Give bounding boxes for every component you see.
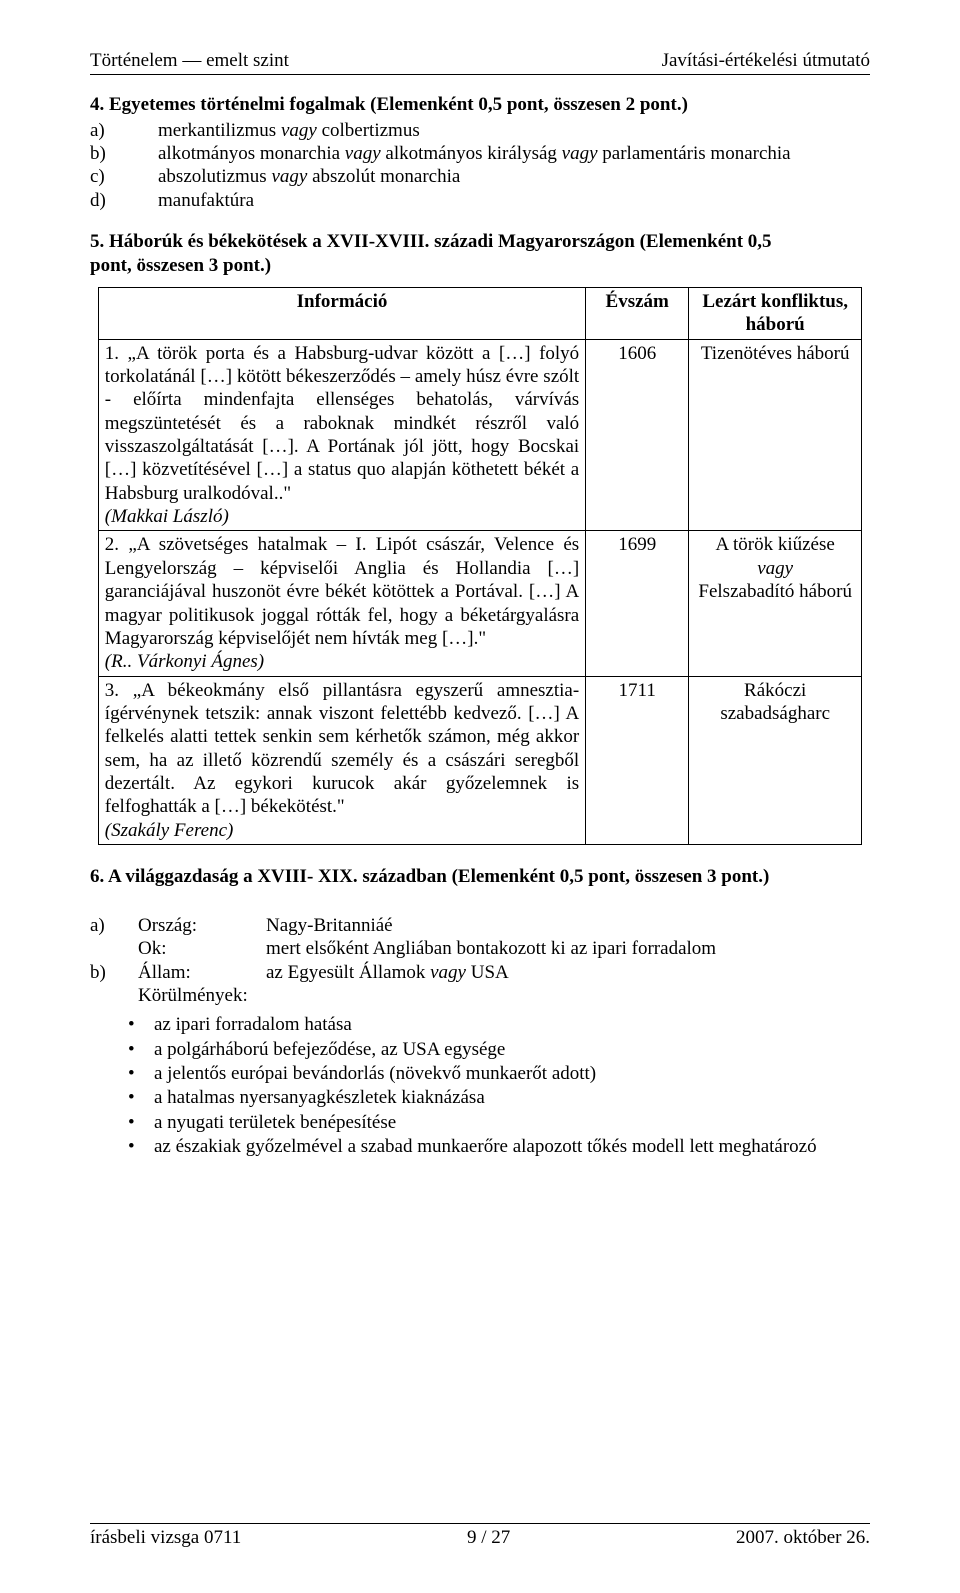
table-row: 3. „A békeokmány első pillantásra egysze… [98, 676, 861, 845]
footer-left: írásbeli vizsga 0711 [90, 1526, 241, 1549]
q4-item-label: b) [90, 142, 158, 165]
q4-heading: 4. Egyetemes történelmi fogalmak (Elemen… [90, 93, 870, 116]
cell-result: Rákóczi szabadságharc [689, 676, 862, 845]
cell-year: 1711 [586, 676, 689, 845]
label-allam: Állam: [138, 961, 266, 984]
header-left: Történelem — emelt szint [90, 49, 289, 72]
q4-item-value: abszolutizmus vagy abszolút monarchia [158, 165, 870, 188]
th-info: Információ [98, 287, 585, 339]
label-korulmenyek: Körülmények: [138, 984, 266, 1007]
th-year: Évszám [586, 287, 689, 339]
q4-list: a) merkantilizmus vagy colbertizmus b) a… [90, 119, 870, 212]
q6-a: a) Ország: Nagy-Britanniáé Ok: mert első… [90, 914, 870, 1007]
list-item: a jelentős európai bevándorlás (növekvő … [128, 1062, 870, 1085]
list-item: a polgárháború befejeződése, az USA egys… [128, 1038, 870, 1061]
list-item: a nyugati területek benépesítése [128, 1111, 870, 1134]
q6-bullets: az ipari forradalom hatása a polgárhábor… [128, 1013, 870, 1158]
q6-a-ok: Ok: mert elsőként Angliában bontakozott … [90, 937, 870, 960]
list-item: a hatalmas nyersanyagkészletek kiaknázás… [128, 1086, 870, 1109]
page-header: Történelem — emelt szint Javítási-értéke… [90, 49, 870, 75]
table-row: 1. „A török porta és a Habsburg-udvar kö… [98, 339, 861, 531]
q6-b-korul: Körülmények: [90, 984, 870, 1007]
cell-info: 3. „A békeokmány első pillantásra egysze… [98, 676, 585, 845]
q4-item-value: manufaktúra [158, 189, 870, 212]
footer-right: 2007. október 26. [736, 1526, 870, 1549]
label-ok: Ok: [138, 937, 266, 960]
q6-b-allam: b) Állam: az Egyesült Államok vagy USA [90, 961, 870, 984]
header-right: Javítási-értékelési útmutató [662, 49, 870, 72]
q4-item-value: alkotmányos monarchia vagy alkotmányos k… [158, 142, 870, 165]
cell-info: 1. „A török porta és a Habsburg-udvar kö… [98, 339, 585, 531]
q4-item: d) manufaktúra [90, 189, 870, 212]
cell-year: 1606 [586, 339, 689, 531]
label-orszag: Ország: [138, 914, 266, 937]
list-item: az ipari forradalom hatása [128, 1013, 870, 1036]
footer-center: 9 / 27 [467, 1526, 510, 1549]
cell-info: 2. „A szövetséges hatalmak – I. Lipót cs… [98, 531, 585, 676]
q4-item-label: d) [90, 189, 158, 212]
table-header-row: Információ Évszám Lezárt konfliktus, háb… [98, 287, 861, 339]
value-orszag: Nagy-Britanniáé [266, 914, 870, 937]
th-result: Lezárt konfliktus, háború [689, 287, 862, 339]
q5-table: Információ Évszám Lezárt konfliktus, háb… [98, 287, 862, 845]
label-a: a) [90, 914, 138, 937]
cell-result: Tizenötéves háború [689, 339, 862, 531]
page-footer: írásbeli vizsga 0711 9 / 27 2007. októbe… [90, 1523, 870, 1549]
value-ok: mert elsőként Angliában bontakozott ki a… [266, 937, 870, 960]
q6-heading: 6. A világgazdaság a XVIII- XIX. századb… [90, 865, 870, 888]
q4-item: a) merkantilizmus vagy colbertizmus [90, 119, 870, 142]
q4-item: c) abszolutizmus vagy abszolút monarchia [90, 165, 870, 188]
table-row: 2. „A szövetséges hatalmak – I. Lipót cs… [98, 531, 861, 676]
q4-item-label: c) [90, 165, 158, 188]
label-b: b) [90, 961, 138, 984]
cell-year: 1699 [586, 531, 689, 676]
q5-heading: 5. Háborúk és békekötések a XVII-XVIII. … [90, 230, 870, 277]
list-item: az északiak győzelmével a szabad munkaer… [128, 1135, 870, 1158]
value-allam: az Egyesült Államok vagy USA [266, 961, 870, 984]
q4-item-value: merkantilizmus vagy colbertizmus [158, 119, 870, 142]
q4-item: b) alkotmányos monarchia vagy alkotmányo… [90, 142, 870, 165]
q4-item-label: a) [90, 119, 158, 142]
cell-result: A török kiűzése vagy Felszabadító háború [689, 531, 862, 676]
q6-a-orszag: a) Ország: Nagy-Britanniáé [90, 914, 870, 937]
